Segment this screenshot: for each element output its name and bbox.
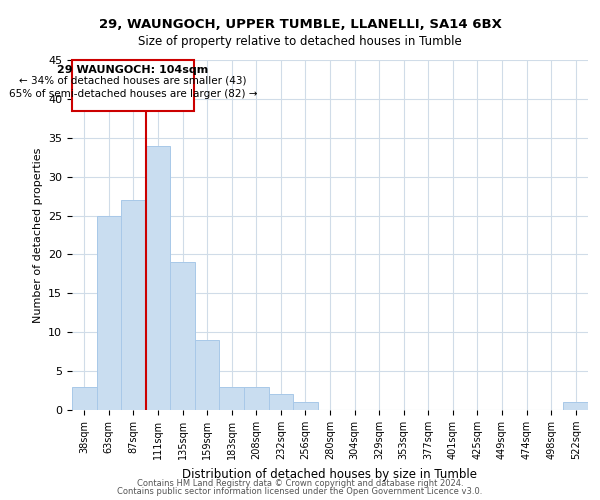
Bar [97, 216, 121, 410]
Bar [72, 386, 97, 410]
Bar [563, 402, 588, 410]
Text: Size of property relative to detached houses in Tumble: Size of property relative to detached ho… [138, 35, 462, 48]
Bar [293, 402, 318, 410]
Text: 65% of semi-detached houses are larger (82) →: 65% of semi-detached houses are larger (… [8, 89, 257, 99]
Text: 29, WAUNGOCH, UPPER TUMBLE, LLANELLI, SA14 6BX: 29, WAUNGOCH, UPPER TUMBLE, LLANELLI, SA… [98, 18, 502, 30]
Bar [146, 146, 170, 410]
Bar [121, 200, 146, 410]
Text: Contains public sector information licensed under the Open Government Licence v3: Contains public sector information licen… [118, 487, 482, 496]
Bar [170, 262, 195, 410]
Bar [220, 386, 244, 410]
FancyBboxPatch shape [72, 60, 194, 110]
X-axis label: Distribution of detached houses by size in Tumble: Distribution of detached houses by size … [182, 468, 478, 480]
Bar [195, 340, 220, 410]
Text: 29 WAUNGOCH: 104sqm: 29 WAUNGOCH: 104sqm [57, 66, 208, 76]
Bar [269, 394, 293, 410]
Text: Contains HM Land Registry data © Crown copyright and database right 2024.: Contains HM Land Registry data © Crown c… [137, 478, 463, 488]
Bar [244, 386, 269, 410]
Y-axis label: Number of detached properties: Number of detached properties [32, 148, 43, 322]
Text: ← 34% of detached houses are smaller (43): ← 34% of detached houses are smaller (43… [19, 76, 247, 86]
